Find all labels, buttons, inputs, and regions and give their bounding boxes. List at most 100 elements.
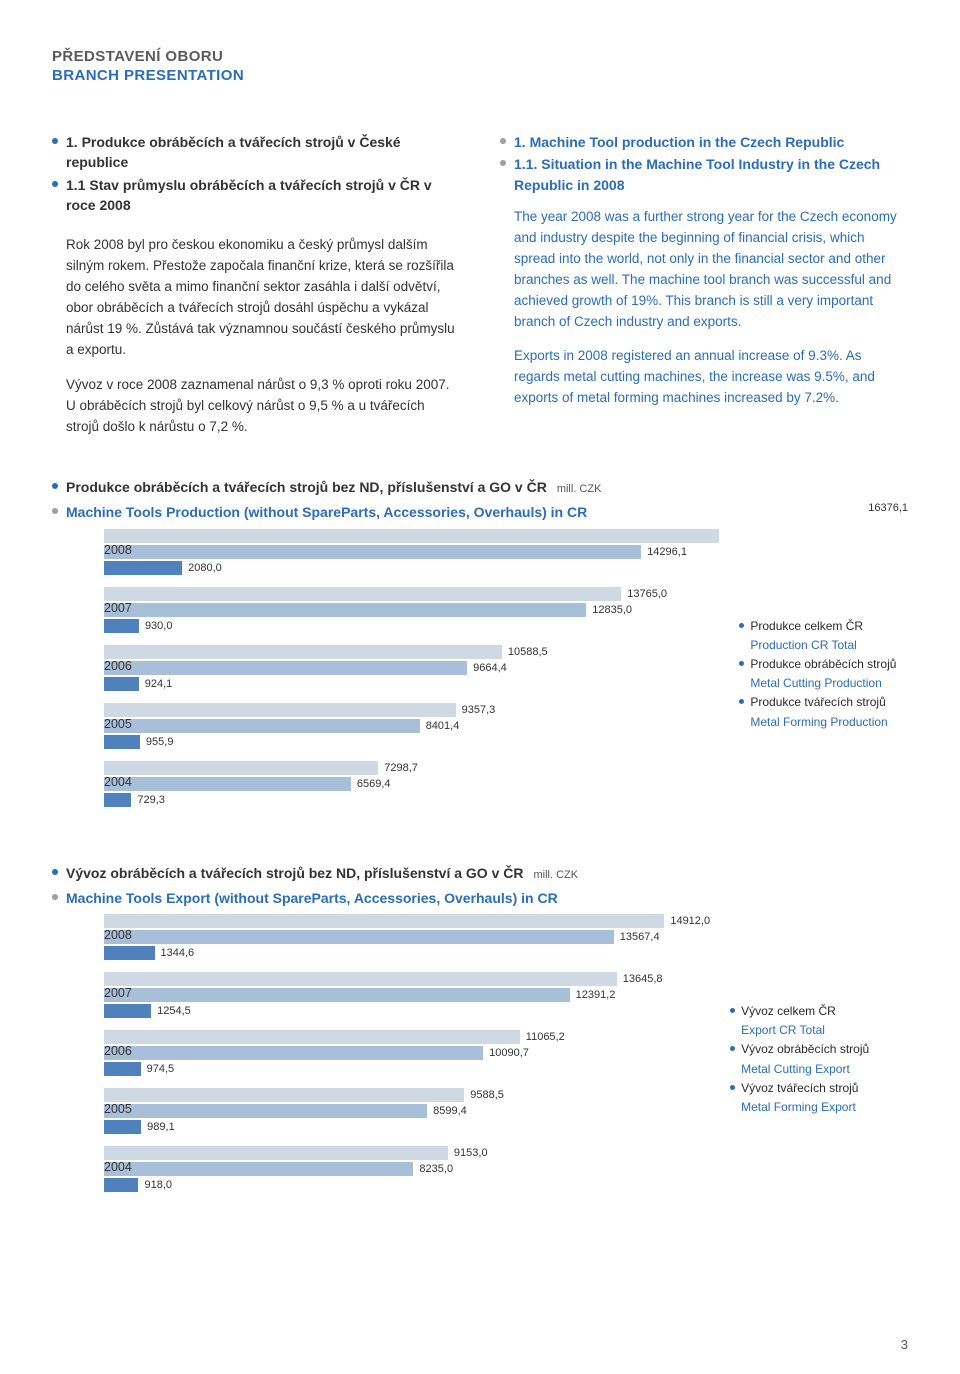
bar-value: 729,3 (137, 794, 165, 806)
bar-row: 974,5 (104, 1062, 710, 1076)
year-label: 2007 (104, 601, 132, 615)
bar-value: 10090,7 (489, 1047, 529, 1059)
chart1-title-en: Machine Tools Production (without SpareP… (66, 502, 587, 522)
bar-row: 11065,2 (104, 1030, 710, 1044)
legend-forming-en: Metal Forming Export (741, 1098, 908, 1117)
bar-row: 1254,5 (104, 1004, 710, 1018)
bar (104, 719, 420, 733)
legend-forming-en: Metal Forming Production (750, 713, 908, 732)
bar-row: 10090,7 (104, 1046, 710, 1060)
chart1-title-cz: Produkce obráběcích a tvářecích strojů b… (66, 477, 601, 498)
bar-row: 7298,7 (104, 761, 719, 775)
header-cz: PŘEDSTAVENÍ OBORU (52, 48, 908, 65)
bar-value: 924,1 (145, 678, 173, 690)
bar (104, 914, 664, 928)
bar-row: 8599,4 (104, 1104, 710, 1118)
year-label: 2005 (104, 717, 132, 731)
bar-row: 14296,1 (104, 545, 719, 559)
year-label: 2008 (104, 543, 132, 557)
bar-value: 14912,0 (670, 915, 710, 927)
legend-cutting-cz: Produkce obráběcích strojů (750, 655, 896, 674)
legend-total-cz: Produkce celkem ČR (750, 617, 863, 636)
bar-row: 8401,4 (104, 719, 719, 733)
bar-value: 12391,2 (576, 989, 616, 1001)
bullet-icon (52, 894, 58, 900)
bar-value: 2080,0 (188, 562, 222, 574)
bar-value: 11065,2 (526, 1031, 565, 1043)
bar-value: 9357,3 (462, 704, 496, 716)
year-group: 20049153,0 8235,0 918,0 (104, 1146, 710, 1192)
bar (104, 619, 139, 633)
legend-total-cz: Vývoz celkem ČR (741, 1002, 836, 1021)
bar-value: 13765,0 (627, 588, 667, 600)
bar (104, 677, 139, 691)
chart1-top-val: 16376,1 (868, 502, 908, 514)
year-group: 200713645,812391,21254,5 (104, 972, 710, 1018)
bar (104, 645, 502, 659)
bar (104, 1178, 138, 1192)
bar (104, 1120, 141, 1134)
bar-value: 9588,5 (470, 1089, 504, 1101)
bar (104, 661, 467, 675)
year-label: 2008 (104, 928, 132, 942)
chart1-legend: Produkce celkem ČR Production CR Total P… (739, 617, 908, 732)
bar-value: 918,0 (144, 1179, 172, 1191)
chart-export: Vývoz obráběcích a tvářecích strojů bez … (52, 863, 908, 1204)
bar (104, 972, 617, 986)
bar-row: 8235,0 (104, 1162, 710, 1176)
year-group: 200713765,012835,0930,0 (104, 587, 719, 633)
bullet-icon (500, 160, 506, 166)
left-h1: 1. Produkce obráběcích a tvářecích stroj… (66, 132, 460, 173)
header-en: BRANCH PRESENTATION (52, 67, 908, 84)
bar-row: 729,3 (104, 793, 719, 807)
right-p1: The year 2008 was a further strong year … (514, 207, 908, 333)
bar-row: 930,0 (104, 619, 719, 633)
right-p2: Exports in 2008 registered an annual inc… (514, 346, 908, 409)
bar (104, 1062, 141, 1076)
bar-value: 6569,4 (357, 778, 391, 790)
bar (104, 777, 351, 791)
bullet-icon (52, 483, 58, 489)
bar-row: 13645,8 (104, 972, 710, 986)
bar-row (104, 529, 719, 543)
bullet-icon (500, 138, 506, 144)
bar-value: 8401,4 (426, 720, 460, 732)
bar-value: 974,5 (147, 1063, 175, 1075)
left-h2: 1.1 Stav průmyslu obráběcích a tvářecích… (66, 175, 460, 216)
bar (104, 1088, 464, 1102)
chart2-title-cz: Vývoz obráběcích a tvářecích strojů bez … (66, 863, 578, 884)
bar-value: 13645,8 (623, 973, 663, 985)
year-group: 2008 14912,0 13567,4 1344,6 (104, 914, 710, 960)
bar-row: 13567,4 (104, 930, 710, 944)
legend-total-en: Production CR Total (750, 636, 908, 655)
year-label: 2005 (104, 1102, 132, 1116)
left-column-cz: 1. Produkce obráběcích a tvářecích stroj… (52, 132, 460, 437)
year-label: 2004 (104, 1160, 132, 1174)
right-h1: 1. Machine Tool production in the Czech … (514, 132, 844, 152)
bar (104, 946, 155, 960)
bar-value: 7298,7 (384, 762, 418, 774)
bar-row: 924,1 (104, 677, 719, 691)
bar (104, 529, 719, 543)
bar (104, 793, 131, 807)
year-label: 2004 (104, 775, 132, 789)
year-group: 2004 7298,7 6569,4 729,3 (104, 761, 719, 807)
bar (104, 1162, 413, 1176)
chart1-bars: 200814296,12080,0200713765,012835,0930,0… (52, 529, 719, 819)
bar-value: 955,9 (146, 736, 174, 748)
bar-value: 1254,5 (157, 1005, 191, 1017)
bar-value: 1344,6 (161, 947, 195, 959)
bar (104, 1030, 520, 1044)
bar-row: 12391,2 (104, 988, 710, 1002)
bar (104, 703, 456, 717)
bar-value: 930,0 (145, 620, 173, 632)
bar-row: 6569,4 (104, 777, 719, 791)
legend-forming-cz: Vývoz tvářecích strojů (741, 1079, 858, 1098)
bar-row: 9153,0 (104, 1146, 710, 1160)
bar (104, 561, 182, 575)
legend-cutting-en: Metal Cutting Export (741, 1060, 908, 1079)
bar (104, 1146, 448, 1160)
bar-row: 9588,5 (104, 1088, 710, 1102)
left-p2: Vývoz v roce 2008 zaznamenal nárůst o 9,… (66, 375, 460, 438)
bar-value: 10588,5 (508, 646, 548, 658)
